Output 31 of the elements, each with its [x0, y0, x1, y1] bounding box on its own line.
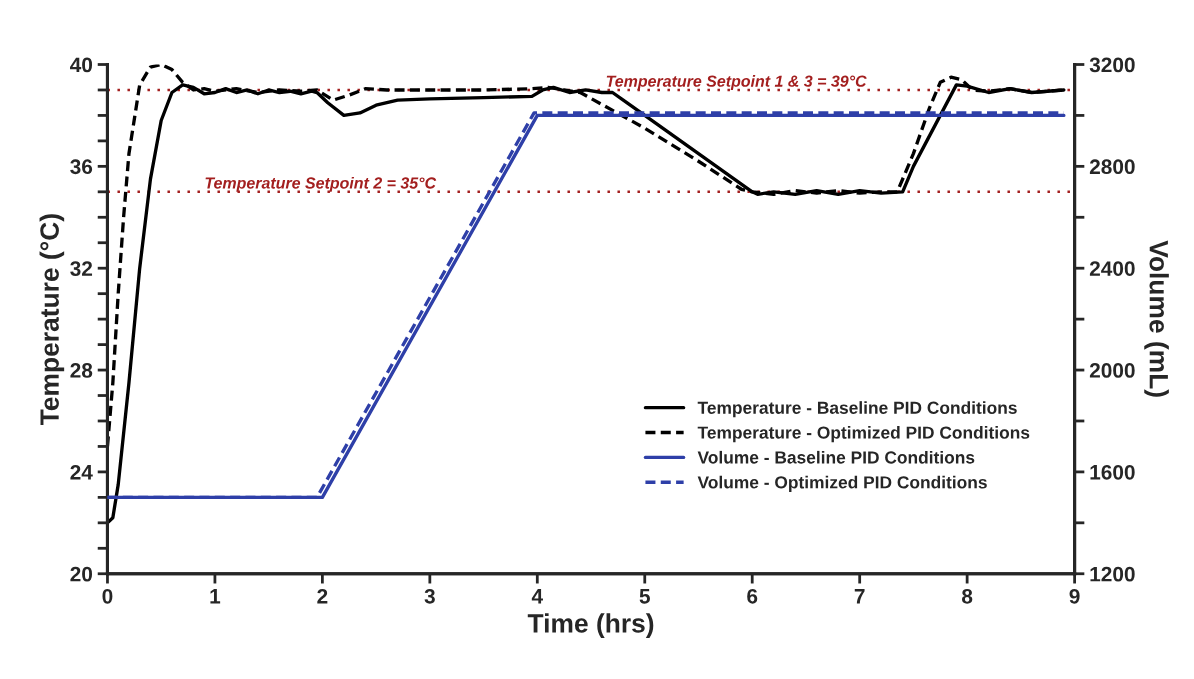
y-axis-title: Temperature (°C): [39, 214, 65, 426]
y-tick-label: 36: [70, 159, 93, 175]
ref-line-label: Temperature Setpoint 1 & 3 = 39°C: [606, 75, 867, 90]
x-tick-label: 2: [317, 588, 328, 604]
y2-axis-title: Volume (mL): [1144, 240, 1169, 397]
x-tick-label: 8: [962, 588, 973, 604]
y-tick-label: 40: [70, 57, 93, 73]
x-axis-title: Time (hrs): [527, 613, 654, 638]
legend-label: Volume - Optimized PID Conditions: [697, 475, 987, 492]
legend-label: Temperature - Optimized PID Conditions: [697, 426, 1030, 443]
y2-tick-label: 3200: [1089, 57, 1135, 73]
y2-tick-label: 2000: [1089, 363, 1135, 378]
y-tick-label: 20: [70, 566, 93, 582]
x-tick-label: 4: [531, 589, 543, 604]
y-tick-label: 24: [70, 464, 93, 480]
y2-tick-label: 2800: [1089, 159, 1135, 175]
x-tick-label: 7: [854, 589, 865, 604]
x-tick-label: 0: [102, 588, 113, 604]
x-tick-label: 5: [639, 589, 650, 604]
y2-tick-label: 2400: [1089, 261, 1135, 276]
legend-label: Temperature - Baseline PID Conditions: [697, 401, 1017, 418]
y2-tick-label: 1600: [1090, 464, 1135, 480]
y-tick-label: 32: [70, 261, 93, 276]
legend-label: Volume - Baseline PID Conditions: [697, 450, 975, 464]
y-tick-label: 28: [70, 363, 93, 378]
x-tick-label: 9: [1069, 588, 1080, 604]
x-tick-label: 1: [210, 589, 221, 604]
y2-tick-label: 1200: [1090, 566, 1135, 582]
ref-line-label: Temperature Setpoint 2 = 35°C: [205, 176, 437, 192]
x-tick-label: 6: [747, 588, 758, 604]
x-tick-label: 3: [424, 588, 435, 604]
